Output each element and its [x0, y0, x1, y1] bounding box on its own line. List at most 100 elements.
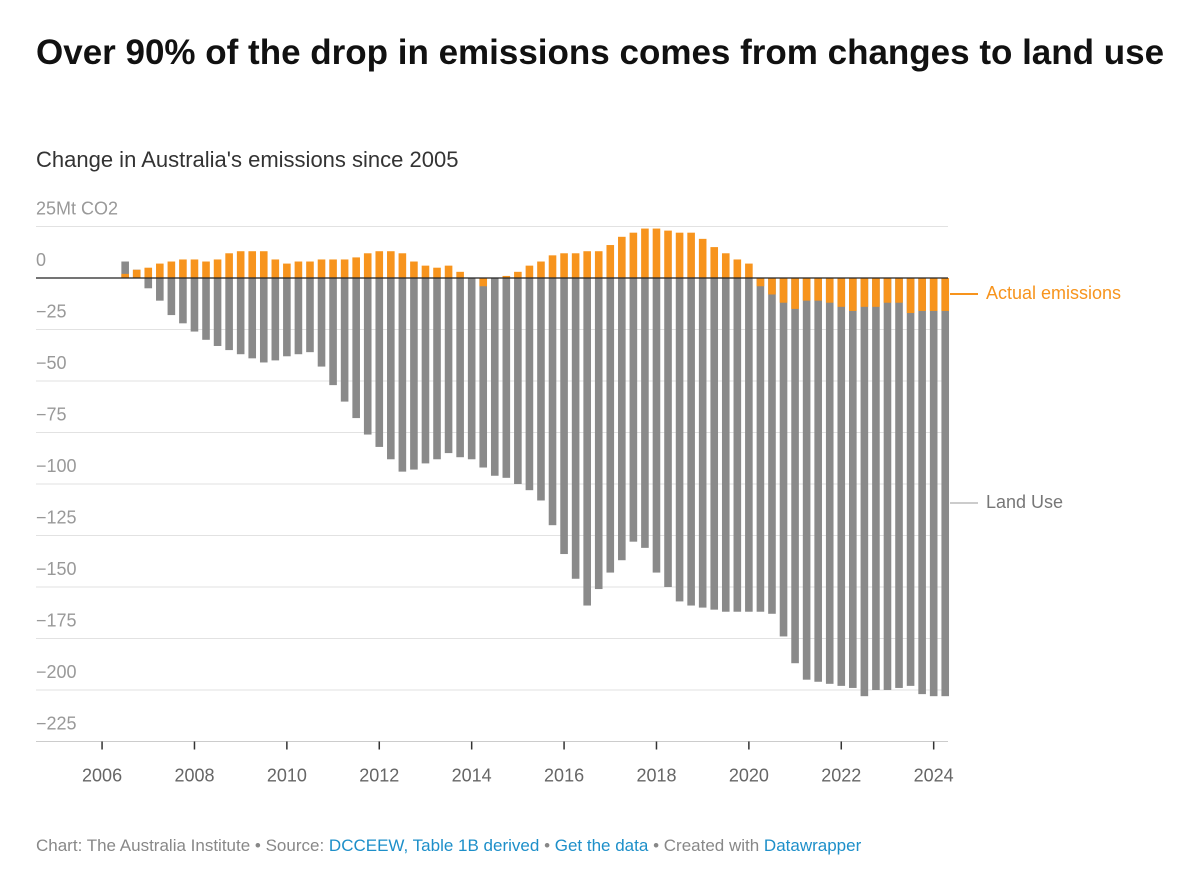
bar: [837, 278, 846, 686]
bar: [733, 278, 742, 612]
bar: [710, 247, 719, 278]
bar: [294, 261, 303, 278]
source-link[interactable]: DCCEEW, Table 1B derived: [328, 836, 540, 855]
bar: [537, 278, 545, 501]
bar: [860, 278, 869, 697]
bar: [756, 278, 765, 612]
bar: [814, 278, 822, 301]
y-tick-label: −125: [36, 507, 77, 527]
bar: [479, 278, 488, 287]
x-tick-label: 2012: [359, 765, 399, 785]
bar: [802, 278, 811, 680]
bar: [583, 251, 591, 278]
bar: [167, 278, 176, 316]
x-tick-label: 2008: [174, 765, 214, 785]
get-data-link[interactable]: Get the data: [554, 836, 649, 855]
bar: [329, 259, 337, 278]
footer: Chart: The Australia Institute • Source:…: [36, 836, 861, 856]
bar: [363, 278, 372, 435]
bar: [421, 278, 430, 464]
bar: [202, 278, 210, 340]
bar: [329, 278, 337, 386]
bar: [259, 251, 268, 278]
bar: [375, 251, 384, 278]
bar: [652, 278, 661, 573]
bar: [629, 232, 638, 278]
x-tick-label: 2024: [914, 765, 954, 785]
bar: [537, 261, 545, 278]
bar: [825, 278, 834, 303]
bar: [410, 261, 418, 278]
y-tick-label: −175: [36, 610, 77, 630]
bar: [236, 251, 245, 278]
bar: [225, 278, 233, 351]
bar: [259, 278, 268, 363]
bar: [906, 278, 915, 314]
bar: [860, 278, 869, 307]
bar: [548, 278, 557, 526]
bar: [352, 278, 360, 419]
x-tick-label: 2020: [729, 765, 769, 785]
bar: [641, 278, 649, 548]
bar: [387, 278, 395, 460]
bar: [629, 278, 638, 542]
bar: [756, 278, 765, 287]
credit: Chart: The Australia Institute: [36, 836, 251, 855]
x-tick-label: 2006: [82, 765, 122, 785]
bar: [941, 278, 950, 697]
bar: [918, 278, 926, 695]
bar: [387, 251, 395, 278]
bar: [929, 278, 938, 311]
bar: [502, 275, 511, 278]
x-tick-label: 2010: [267, 765, 307, 785]
bar: [306, 278, 314, 353]
bar: [560, 278, 568, 555]
series-label: Actual emissions: [986, 283, 1121, 303]
bar: [421, 265, 430, 278]
bar: [236, 278, 245, 355]
bar: [306, 261, 314, 278]
bar: [733, 259, 742, 278]
bar: [317, 259, 326, 278]
bar: [941, 278, 950, 311]
bar: [156, 263, 164, 278]
source-prefix: • Source:: [254, 836, 325, 855]
bar: [271, 259, 280, 278]
bar: [213, 278, 222, 346]
bar: [849, 278, 857, 688]
bar: [906, 278, 915, 686]
bar: [802, 278, 811, 301]
bar: [444, 265, 453, 278]
bar: [698, 238, 707, 278]
bar: [571, 278, 580, 579]
bar: [618, 278, 626, 561]
bar: [514, 278, 522, 484]
bar: [283, 263, 291, 278]
datawrapper-link[interactable]: Datawrapper: [763, 836, 862, 855]
bar: [121, 273, 129, 278]
chart: 25Mt CO2 0 −25 −50 −75 −100 −125 −150 −175 −200 −2…: [36, 198, 1121, 785]
bar: [768, 278, 776, 295]
bar: [745, 278, 753, 612]
bar: [167, 261, 176, 278]
bar: [618, 236, 626, 278]
bar: [144, 278, 153, 289]
bar: [675, 278, 684, 602]
bar: [837, 278, 846, 307]
bar: [456, 271, 464, 278]
bar: [675, 232, 684, 278]
bar: [594, 251, 603, 278]
created-prefix: Created with: [663, 836, 760, 855]
y-tick-label: −50: [36, 353, 67, 373]
separator: •: [544, 836, 551, 855]
bar: [849, 278, 857, 311]
bar: [583, 278, 591, 606]
bar: [317, 278, 326, 367]
y-tick-label: −200: [36, 662, 77, 682]
bar: [652, 228, 661, 278]
separator: •: [653, 836, 660, 855]
bar: [121, 261, 129, 278]
y-tick-label: −75: [36, 404, 67, 424]
bar: [883, 278, 892, 690]
